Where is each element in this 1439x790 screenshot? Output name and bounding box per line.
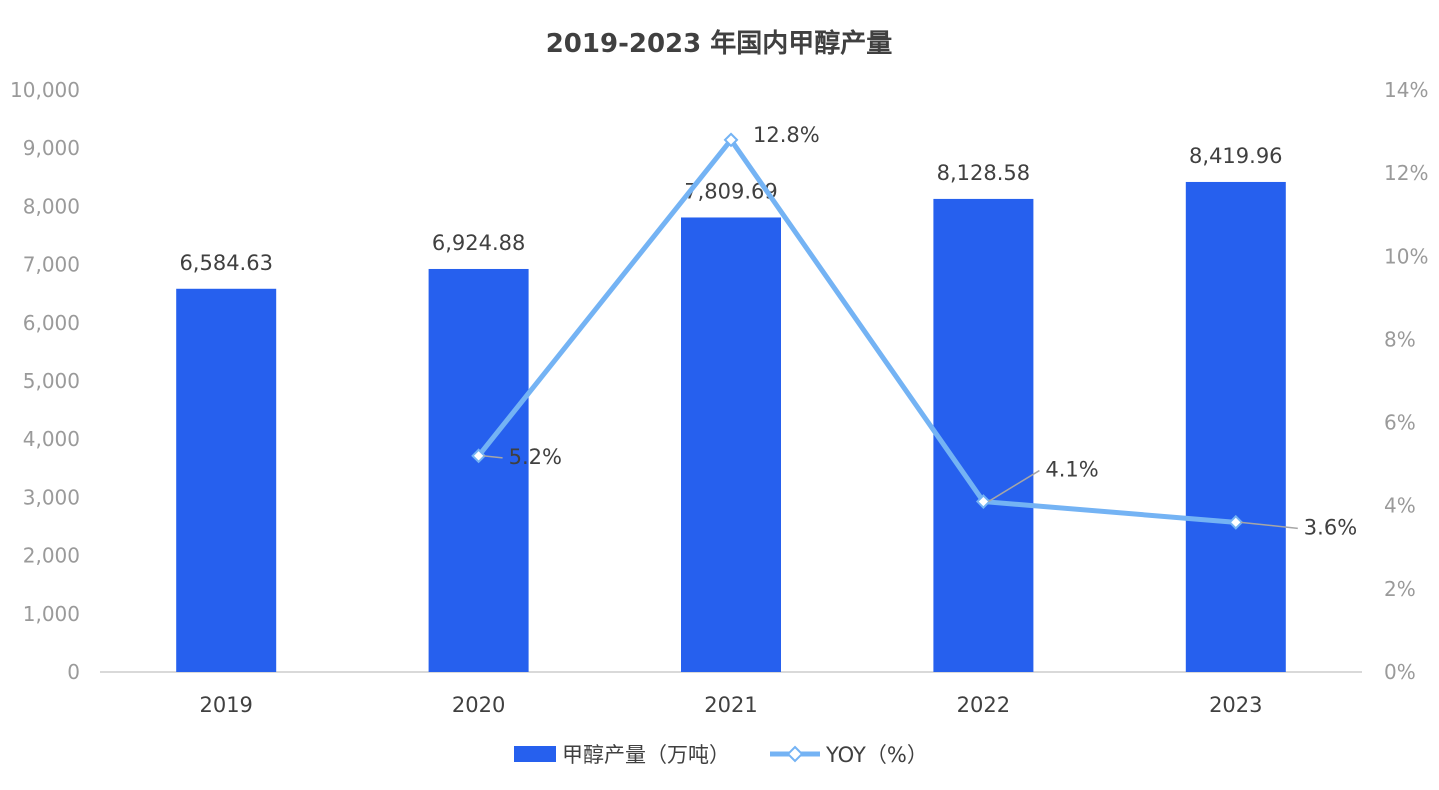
left-axis-tick-label: 9,000 [23, 136, 80, 160]
x-axis-tick-label: 2023 [1209, 693, 1262, 717]
bar-data-labels: 6,584.636,924.887,809.698,128.588,419.96 [179, 144, 1282, 275]
line-data-label: 3.6% [1304, 515, 1357, 539]
left-axis: 0 1,000 2,000 3,000 4,000 5,000 6,000 7,000 8,00… [10, 78, 80, 684]
right-axis-tick-label: 14% [1384, 78, 1428, 102]
line-point-marker [723, 132, 739, 148]
bar [933, 198, 1034, 673]
chart-title: 2019-2023 年国内甲醇产量 [546, 28, 893, 59]
right-axis-tick-label: 2% [1384, 577, 1416, 601]
right-axis-tick-label: 4% [1384, 494, 1416, 518]
bar [681, 217, 781, 672]
left-axis-tick-label: 10,000 [10, 78, 80, 102]
right-axis-tick-label: 10% [1384, 244, 1428, 268]
line-data-label: 12.8% [753, 123, 820, 147]
left-axis-tick-label: 1,000 [23, 602, 80, 626]
left-axis-tick-label: 4,000 [23, 427, 80, 451]
left-axis-tick-label: 6,000 [23, 311, 80, 335]
line-data-label: 4.1% [1045, 458, 1098, 482]
legend-bar-swatch [514, 746, 556, 762]
left-axis-tick-label: 0 [67, 660, 80, 684]
line-data-label: 5.2% [509, 445, 562, 469]
x-axis-tick-label: 2022 [957, 693, 1010, 717]
line-point-marker [471, 448, 487, 464]
bar [1185, 181, 1286, 673]
bar-data-label: 6,584.63 [179, 251, 273, 275]
left-axis-tick-label: 2,000 [23, 544, 80, 568]
bar-data-label: 6,924.88 [432, 231, 526, 255]
x-axis-tick-label: 2019 [199, 693, 252, 717]
left-axis-tick-label: 7,000 [23, 253, 80, 277]
legend: 甲醇产量（万吨） YOY（%） [514, 743, 928, 767]
right-axis-tick-label: 8% [1384, 327, 1416, 351]
right-axis-tick-label: 0% [1384, 660, 1416, 684]
bar-series [176, 181, 1286, 673]
left-axis-tick-label: 8,000 [23, 194, 80, 218]
bar [176, 288, 277, 672]
line-point-marker [975, 494, 991, 509]
right-axis: 0% 2% 4% 6% 8% 10% 12% 14% [1384, 78, 1428, 684]
x-axis-tick-label: 2021 [704, 693, 757, 717]
bar-data-label: 8,128.58 [937, 161, 1031, 185]
label-leader-line [483, 455, 503, 459]
x-axis-tick-label: 2020 [452, 693, 505, 717]
legend-line-marker [786, 745, 804, 763]
bar-data-label: 8,419.96 [1189, 144, 1283, 168]
label-leader-line [988, 469, 1040, 503]
bar [428, 268, 529, 672]
line-point-marker [1228, 514, 1244, 530]
left-axis-tick-label: 3,000 [23, 485, 80, 509]
label-leader-line [1240, 521, 1298, 530]
line-series: 5.2% 12.8% 4.1% 3.6% [471, 123, 1357, 539]
yoy-line [476, 137, 1237, 525]
left-axis-tick-label: 5,000 [23, 369, 80, 393]
x-axis-ticks: 2019 2020 2021 2022 2023 [199, 693, 1262, 717]
legend-bar-label: 甲醇产量（万吨） [562, 743, 730, 767]
right-axis-tick-label: 12% [1384, 161, 1428, 185]
right-axis-tick-label: 6% [1384, 411, 1416, 435]
legend-line-label: YOY（%） [825, 743, 928, 767]
